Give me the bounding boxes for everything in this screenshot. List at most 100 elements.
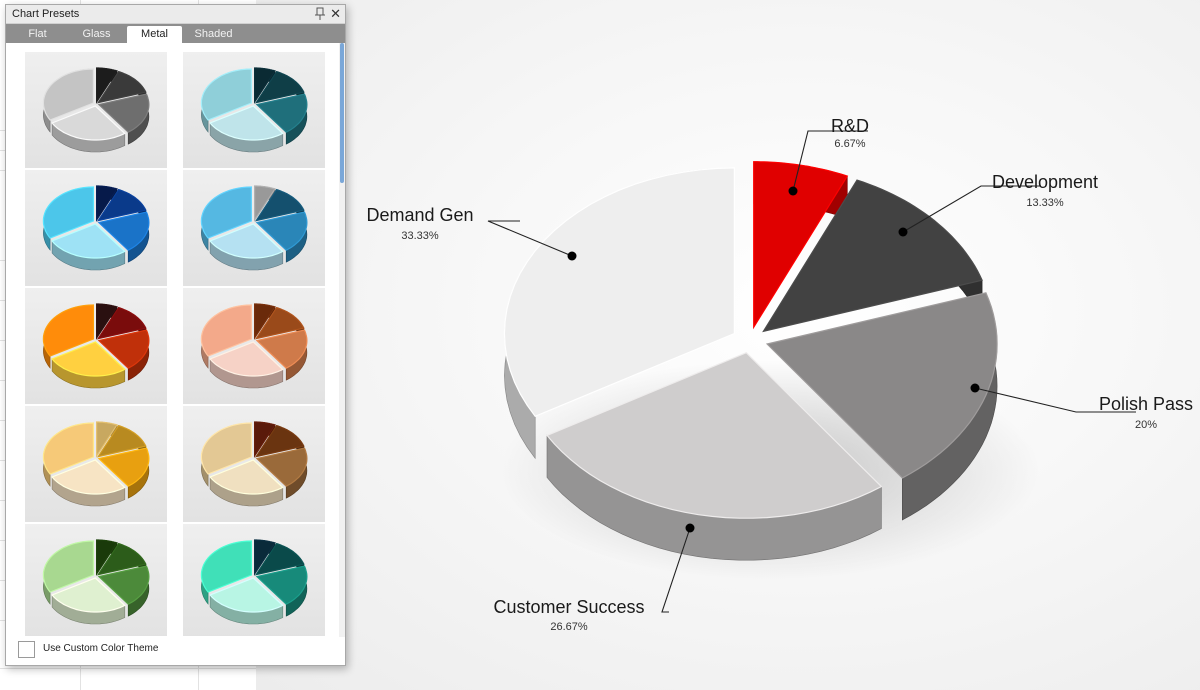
preset-slice bbox=[254, 185, 276, 223]
preset-pie-icon bbox=[42, 421, 150, 507]
preset-slice bbox=[209, 459, 284, 495]
preset-slice bbox=[51, 459, 126, 495]
preset-slice bbox=[255, 329, 308, 369]
tab-shaded[interactable]: Shaded bbox=[194, 28, 233, 40]
slice-label: Development bbox=[992, 172, 1098, 192]
chart-canvas: R&D 6.67% Development 13.33% Polish Pass 20% C… bbox=[256, 0, 1200, 690]
preset-teal-gray[interactable] bbox=[183, 52, 325, 168]
panel-titlebar[interactable]: Chart Presets ✕ bbox=[6, 5, 345, 24]
leader-line bbox=[487, 220, 573, 257]
preset-slice bbox=[96, 421, 118, 459]
preset-slice bbox=[254, 539, 276, 577]
preset-grid bbox=[25, 52, 325, 636]
preset-slice bbox=[209, 341, 284, 377]
pie-slice bbox=[546, 351, 883, 519]
scrollbar-thumb[interactable] bbox=[340, 43, 344, 183]
close-icon[interactable]: ✕ bbox=[330, 6, 341, 21]
preset-pie-icon bbox=[200, 185, 308, 271]
preset-slice bbox=[200, 422, 252, 475]
preset-slice bbox=[96, 303, 118, 341]
leader-dot bbox=[788, 186, 798, 196]
preset-silver[interactable] bbox=[25, 52, 167, 168]
pie-chart[interactable]: R&D 6.67% Development 13.33% Polish Pass 20% C… bbox=[256, 0, 1200, 690]
tab-metal[interactable]: Metal bbox=[127, 26, 182, 43]
preset-slice bbox=[51, 577, 126, 613]
preset-slice bbox=[254, 424, 305, 458]
preset-copper-rose[interactable] bbox=[183, 288, 325, 404]
preset-slice bbox=[200, 186, 252, 239]
leader-line bbox=[974, 387, 1136, 413]
preset-slice bbox=[96, 306, 147, 340]
pin-icon[interactable] bbox=[313, 6, 327, 22]
preset-slice bbox=[42, 422, 94, 475]
preset-gold-peach[interactable] bbox=[25, 406, 167, 522]
custom-theme-checkbox[interactable] bbox=[18, 641, 35, 658]
chart-presets-panel: Chart Presets ✕ Flat Glass Metal Shaded … bbox=[5, 4, 346, 666]
preset-pie-icon bbox=[42, 185, 150, 271]
preset-slice bbox=[96, 424, 147, 458]
leader-dot bbox=[970, 383, 980, 393]
slice-label: Polish Pass bbox=[1099, 394, 1193, 414]
preset-slice bbox=[96, 185, 118, 223]
preset-slice bbox=[209, 577, 284, 613]
tab-flat[interactable]: Flat bbox=[28, 28, 47, 40]
preset-slice bbox=[255, 447, 308, 487]
preset-slice bbox=[255, 565, 308, 605]
preset-green[interactable] bbox=[25, 524, 167, 636]
pie-slice bbox=[503, 167, 735, 418]
leader-dot bbox=[685, 523, 695, 533]
tab-glass[interactable]: Glass bbox=[82, 28, 111, 40]
preset-steel-blue[interactable] bbox=[183, 170, 325, 286]
pie-slice bbox=[753, 161, 849, 330]
leader-dot bbox=[898, 227, 908, 237]
preset-tabs: Flat Glass Metal Shaded bbox=[6, 24, 345, 43]
preset-slice bbox=[254, 70, 305, 104]
pie-slice bbox=[765, 292, 998, 479]
preset-slice bbox=[97, 211, 150, 251]
preset-slice bbox=[51, 105, 126, 141]
preset-slice bbox=[200, 68, 252, 121]
panel-title: Chart Presets bbox=[12, 8, 80, 20]
preset-pie-icon bbox=[42, 67, 150, 153]
preset-slice bbox=[254, 542, 305, 576]
leader-line bbox=[792, 130, 868, 192]
preset-slice bbox=[97, 565, 150, 605]
scrollbar-track[interactable] bbox=[339, 43, 345, 637]
preset-slice bbox=[96, 188, 147, 222]
preset-slice bbox=[200, 540, 252, 593]
preset-slice bbox=[209, 105, 284, 141]
leader-dot bbox=[567, 251, 577, 261]
preset-slice bbox=[255, 93, 308, 133]
preset-slice bbox=[97, 93, 150, 133]
preset-slice bbox=[42, 186, 94, 239]
preset-slice bbox=[51, 223, 126, 259]
preset-slice bbox=[254, 421, 276, 459]
preset-slice bbox=[97, 447, 150, 487]
slice-percent: 13.33% bbox=[1026, 197, 1064, 209]
preset-slice bbox=[97, 329, 150, 369]
preset-fire[interactable] bbox=[25, 288, 167, 404]
preset-slice bbox=[42, 304, 94, 357]
slice-label: Customer Success bbox=[493, 597, 644, 617]
preset-slice bbox=[254, 67, 276, 105]
preset-mint-teal[interactable] bbox=[183, 524, 325, 636]
preset-slice bbox=[254, 188, 305, 222]
slice-percent: 20% bbox=[1135, 419, 1157, 431]
preset-slice bbox=[200, 304, 252, 357]
preset-pie-icon bbox=[200, 421, 308, 507]
slice-percent: 33.33% bbox=[401, 230, 439, 242]
preset-slice bbox=[254, 306, 305, 340]
preset-pie-icon bbox=[200, 303, 308, 389]
slice-label: R&D bbox=[831, 116, 869, 136]
preset-bronze[interactable] bbox=[183, 406, 325, 522]
preset-slice bbox=[254, 303, 276, 341]
preset-slice bbox=[96, 539, 118, 577]
preset-cyan-blue[interactable] bbox=[25, 170, 167, 286]
leader-line bbox=[661, 527, 691, 613]
preset-slice bbox=[42, 68, 94, 121]
preset-slice bbox=[51, 341, 126, 377]
preset-pie-icon bbox=[200, 67, 308, 153]
preset-pie-icon bbox=[200, 539, 308, 625]
preset-slice bbox=[209, 223, 284, 259]
slice-percent: 6.67% bbox=[834, 138, 865, 150]
